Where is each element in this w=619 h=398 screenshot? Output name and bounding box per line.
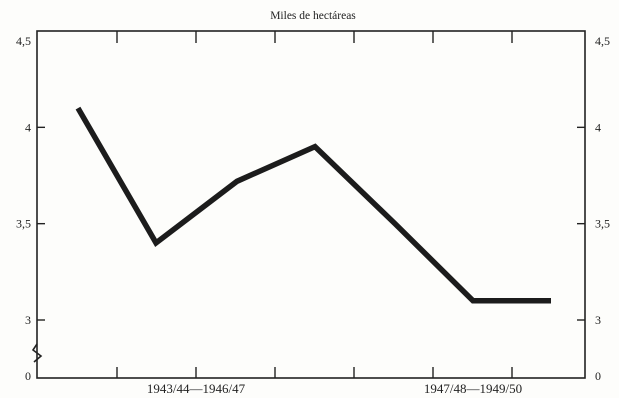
y-tick-label-right: 3,5 <box>595 217 610 231</box>
y-tick-label-left: 0 <box>25 369 31 383</box>
series-line <box>75 106 551 304</box>
x-group-label: 1947/48—1949/50 <box>424 381 522 396</box>
y-tick-label-left: 3 <box>25 313 31 327</box>
series-layer <box>75 106 552 304</box>
y-tick-label-right: 3 <box>595 313 601 327</box>
y-tick-label-left: 4,5 <box>16 34 31 48</box>
y-axis-left: 0 3 3,5 4 4,5 <box>16 34 45 383</box>
chart-title: Miles de hectáreas <box>270 10 356 22</box>
plot-frame <box>36 30 586 379</box>
y-tick-label-right: 0 <box>595 369 601 383</box>
y-tick-label-left: 3,5 <box>16 217 31 231</box>
x-axis: 1943/44—1946/47 1947/48—1949/50 <box>116 31 522 396</box>
x-group-label: 1943/44—1946/47 <box>147 381 246 396</box>
y-tick-label-right: 4 <box>595 120 601 134</box>
y-tick-label-right: 4,5 <box>595 34 610 48</box>
axis-break-mark <box>31 343 43 363</box>
y-axis-right: 0 3 3,5 4 4,5 <box>577 34 610 383</box>
y-tick-label-left: 4 <box>25 120 31 134</box>
